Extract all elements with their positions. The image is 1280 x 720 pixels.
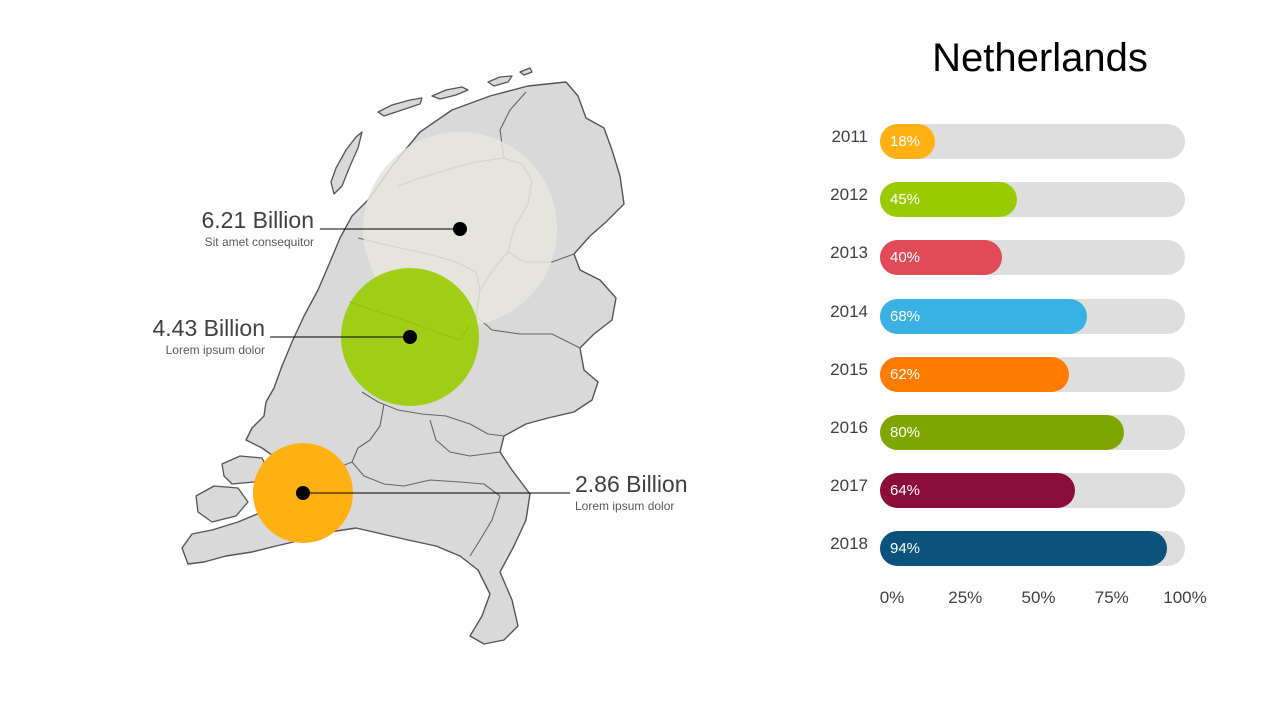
marker-dot-central [403,330,417,344]
bar-value-label: 68% [890,307,921,325]
bar-fill: 18% [880,124,935,159]
year-label: 2014 [830,301,868,321]
map-island [330,131,363,195]
chart-title: Netherlands [932,36,1148,80]
year-label: 2012 [830,185,868,205]
year-label: 2013 [830,243,868,263]
callout-value: 4.43 Billion [152,315,265,341]
bar-fill: 45% [880,182,1018,218]
x-tick-label: 75% [1094,588,1129,607]
x-tick-label: 0% [879,588,905,607]
bar-value-label: 62% [890,365,921,383]
bar-value-label: 40% [890,249,921,267]
map-island [431,86,469,100]
marker-dot-south [296,486,310,500]
bar-track: 18% [880,124,1185,159]
bar-track: 40% [880,240,1185,276]
bar-fill: 68% [880,298,1088,334]
bar-track: 80% [880,415,1185,450]
bar-track: 68% [880,298,1185,334]
year-label: 2016 [830,418,868,437]
bar-track: 45% [880,182,1185,218]
x-tick-label: 25% [948,588,983,607]
map-island [519,67,533,76]
map-island [195,485,249,523]
bar-value-label: 18% [890,133,921,150]
bar-value-label: 80% [890,424,921,441]
bar-value-label: 64% [890,482,921,500]
bar-track: 64% [880,473,1185,509]
callout-value: 2.86 Billion [575,471,688,497]
callout-north: 6.21 Billion Sit amet consequitor [201,207,314,249]
callout-south: 2.86 Billion Lorem ipsum dolor [575,471,688,513]
callout-value: 6.21 Billion [201,207,314,233]
bar-fill: 40% [880,240,1002,276]
year-label: 2015 [830,359,868,379]
year-label: 2018 [830,534,868,554]
bar-fill: 64% [880,473,1076,509]
bar-fill: 80% [880,415,1124,450]
bar-value-label: 45% [890,191,921,209]
bar-fill: 62% [880,356,1070,392]
map-island [377,97,423,117]
bar-track: 62% [880,356,1185,392]
callout-desc: Lorem ipsum dolor [165,343,265,357]
x-tick-label: 50% [1021,588,1056,607]
bar-track: 94% [880,531,1185,567]
bar-value-label: 94% [890,540,921,558]
year-label: 2017 [830,476,868,496]
x-tick-label: 100% [1163,588,1207,607]
year-label: 2011 [831,127,868,146]
bar-fill: 94% [880,531,1167,567]
map-island [487,75,513,87]
callout-central: 4.43 Billion Lorem ipsum dolor [152,315,265,357]
marker-dot-north [453,222,467,236]
callout-desc: Lorem ipsum dolor [575,499,675,513]
callout-desc: Sit amet consequitor [204,235,314,249]
